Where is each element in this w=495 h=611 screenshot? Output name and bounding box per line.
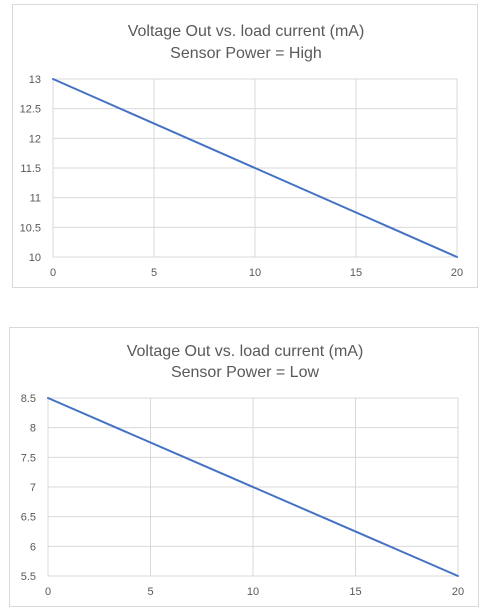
chart-title: Voltage Out vs. load current (mA) xyxy=(128,23,365,40)
y-tick-label: 12 xyxy=(29,133,41,145)
chart-subtitle: Sensor Power = Low xyxy=(171,364,320,381)
chart-high-power: Voltage Out vs. load current (mA) Sensor… xyxy=(12,4,478,288)
x-tick-label: 15 xyxy=(349,586,361,598)
y-tick-label: 10 xyxy=(29,252,41,264)
y-tick-label: 7.5 xyxy=(21,452,36,464)
y-tick-label: 6.5 xyxy=(21,512,36,524)
y-tick-label: 11.5 xyxy=(20,163,41,175)
y-tick-label: 7 xyxy=(30,482,36,494)
chart-high-power-svg: Voltage Out vs. load current (mA) Sensor… xyxy=(20,23,464,279)
y-tick-label: 12.5 xyxy=(20,104,41,116)
y-tick-label: 11 xyxy=(30,193,41,205)
x-tick-label: 15 xyxy=(350,267,362,279)
x-tick-label: 10 xyxy=(249,267,261,279)
x-tick-label: 0 xyxy=(45,586,51,598)
chart-low-power-svg: Voltage Out vs. load current (mA) Sensor… xyxy=(21,343,464,598)
x-tick-label: 0 xyxy=(50,267,56,279)
x-tick-label: 20 xyxy=(451,267,463,279)
series-line xyxy=(52,78,458,258)
x-tick-label: 5 xyxy=(147,586,153,598)
y-tick-label: 5.5 xyxy=(21,571,36,583)
chart-subtitle: Sensor Power = High xyxy=(170,45,322,62)
plot-area: 10 10.5 11 11.5 12 12.5 13 0 5 10 15 20 xyxy=(20,74,464,279)
y-tick-label: 8.5 xyxy=(21,393,36,405)
y-tick-label: 13 xyxy=(29,74,41,86)
y-tick-label: 6 xyxy=(30,541,36,553)
chart-title: Voltage Out vs. load current (mA) xyxy=(127,343,364,360)
x-tick-label: 20 xyxy=(452,586,464,598)
plot-area: 5.5 6 6.5 7 7.5 8 8.5 0 5 10 15 20 xyxy=(21,393,464,598)
y-tick-label: 10.5 xyxy=(20,222,41,234)
series-line xyxy=(47,397,459,577)
chart-low-power: Voltage Out vs. load current (mA) Sensor… xyxy=(9,327,479,607)
x-tick-label: 5 xyxy=(151,267,157,279)
x-tick-label: 10 xyxy=(247,586,259,598)
y-tick-label: 8 xyxy=(30,423,36,435)
